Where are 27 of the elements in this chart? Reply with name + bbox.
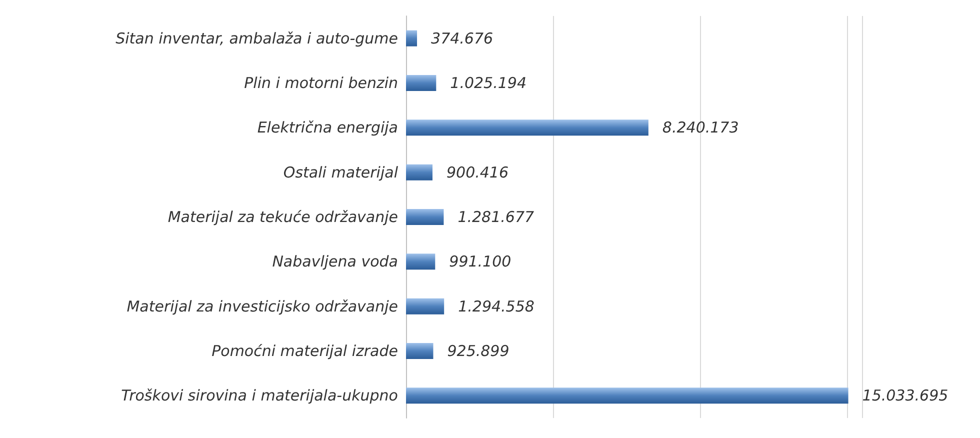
bar <box>406 388 848 404</box>
data-label: 991.100 <box>449 252 512 271</box>
y-tick-label: Ostali materijal <box>283 163 399 182</box>
data-label: 1.281.677 <box>458 208 535 226</box>
data-label: 15.033.695 <box>862 386 948 405</box>
bar <box>406 343 434 359</box>
y-tick-label: Troškovi sirovina i materijala-ukupno <box>121 386 398 405</box>
y-tick-label: Pomoćni materijal izrade <box>212 342 398 360</box>
data-label: 900.416 <box>446 163 509 182</box>
bar <box>406 209 444 225</box>
data-label: 8.240.173 <box>662 118 739 137</box>
data-label: 1.294.558 <box>458 297 534 316</box>
bar <box>406 254 436 270</box>
y-tick-label: Materijal za investicijsko održavanje <box>126 297 398 316</box>
data-label: 1.025.194 <box>450 74 527 92</box>
y-tick-label: Električna energija <box>257 118 398 137</box>
bar <box>406 164 432 180</box>
data-label: 374.676 <box>431 29 494 48</box>
y-tick-label: Materijal za tekuće održavanje <box>168 208 398 226</box>
y-tick-label: Sitan inventar, ambalaža i auto-gume <box>116 29 398 48</box>
bar <box>406 298 444 314</box>
bar <box>406 120 648 136</box>
data-label: 925.899 <box>447 342 510 360</box>
y-tick-label: Nabavljena voda <box>272 252 398 271</box>
bar <box>406 75 436 91</box>
y-tick-label: Plin i motorni benzin <box>244 74 398 92</box>
bar <box>406 30 418 46</box>
